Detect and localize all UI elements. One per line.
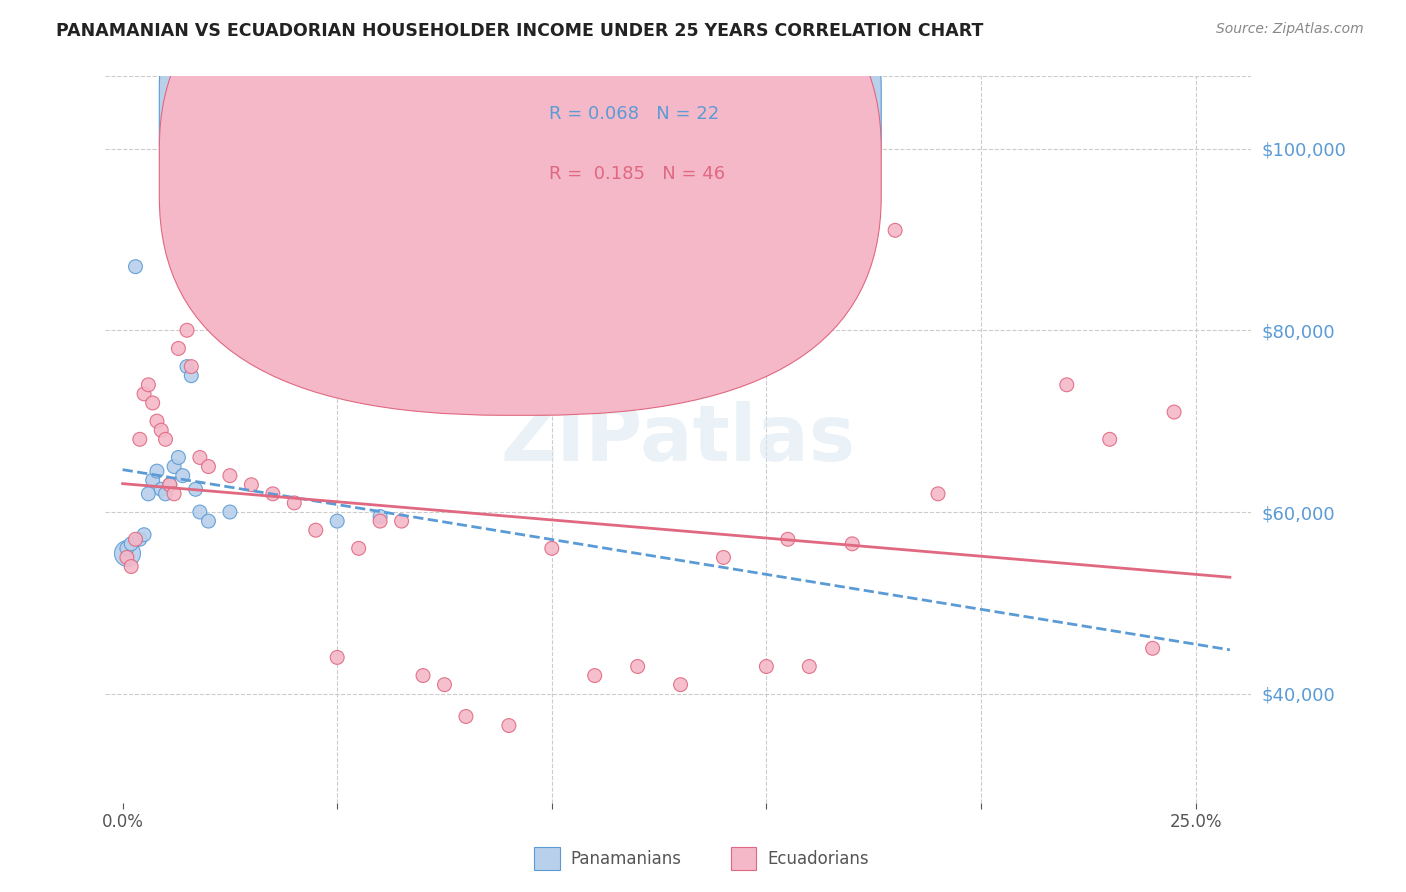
Point — [262, 487, 284, 501]
Point — [305, 523, 328, 537]
Text: R =  0.185   N = 46: R = 0.185 N = 46 — [548, 165, 725, 183]
Point — [841, 537, 863, 551]
Point — [1056, 377, 1078, 392]
Point — [128, 433, 150, 447]
Point — [1142, 641, 1164, 656]
Point — [124, 260, 146, 274]
Point — [146, 464, 169, 478]
Point — [391, 514, 413, 528]
Point — [713, 550, 735, 565]
Text: Ecuadorians: Ecuadorians — [768, 849, 869, 868]
Point — [1163, 405, 1185, 419]
Point — [138, 487, 160, 501]
Point — [884, 223, 907, 237]
Point — [219, 505, 242, 519]
Point — [142, 396, 165, 410]
Point — [155, 433, 177, 447]
Point — [219, 468, 242, 483]
Point — [669, 678, 692, 692]
Point — [128, 533, 150, 547]
Point — [132, 387, 155, 401]
Point — [755, 659, 778, 673]
Point — [159, 477, 181, 491]
Point — [115, 541, 138, 556]
Point — [433, 678, 456, 692]
Point — [197, 459, 219, 474]
Point — [1098, 433, 1121, 447]
Point — [150, 483, 173, 497]
FancyBboxPatch shape — [159, 0, 882, 416]
Point — [115, 550, 138, 565]
Point — [172, 468, 194, 483]
FancyBboxPatch shape — [159, 0, 882, 356]
Point — [412, 668, 434, 682]
Point — [326, 514, 349, 528]
Point — [115, 546, 138, 560]
Point — [167, 342, 190, 356]
Point — [583, 668, 606, 682]
Point — [347, 541, 370, 556]
Text: Source: ZipAtlas.com: Source: ZipAtlas.com — [1216, 22, 1364, 37]
Point — [124, 533, 146, 547]
Point — [176, 359, 198, 374]
Point — [167, 450, 190, 465]
Point — [776, 533, 799, 547]
Point — [159, 477, 181, 491]
Point — [163, 459, 186, 474]
Text: R = 0.068   N = 22: R = 0.068 N = 22 — [548, 104, 718, 122]
Point — [138, 377, 160, 392]
Point — [184, 483, 207, 497]
Point — [150, 423, 173, 437]
Point — [283, 496, 305, 510]
Point — [197, 514, 219, 528]
Point — [180, 359, 202, 374]
Point — [180, 368, 202, 383]
Point — [927, 487, 949, 501]
Point — [799, 659, 821, 673]
Point — [627, 659, 650, 673]
Point — [172, 268, 194, 283]
Point — [454, 709, 477, 723]
Text: PANAMANIAN VS ECUADORIAN HOUSEHOLDER INCOME UNDER 25 YEARS CORRELATION CHART: PANAMANIAN VS ECUADORIAN HOUSEHOLDER INC… — [56, 22, 984, 40]
Point — [132, 527, 155, 541]
Point — [163, 487, 186, 501]
Point — [188, 450, 211, 465]
Point — [155, 487, 177, 501]
Point — [240, 477, 263, 491]
Point — [120, 537, 142, 551]
FancyBboxPatch shape — [489, 83, 793, 211]
Point — [540, 541, 562, 556]
Point — [368, 514, 391, 528]
Text: Panamanians: Panamanians — [571, 849, 682, 868]
Point — [142, 473, 165, 487]
Point — [326, 650, 349, 665]
Point — [368, 509, 391, 524]
Point — [146, 414, 169, 428]
Text: ZIPatlas: ZIPatlas — [501, 401, 856, 477]
Point — [176, 323, 198, 337]
Point — [188, 505, 211, 519]
Point — [498, 718, 520, 732]
Point — [120, 559, 142, 574]
